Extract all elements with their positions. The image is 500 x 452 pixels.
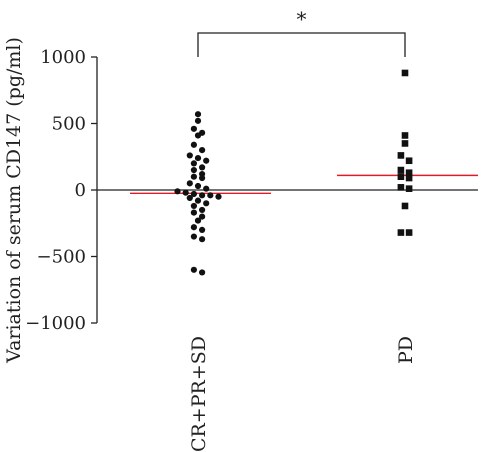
data-point-circle (190, 166, 197, 174)
data-point-square (397, 229, 405, 236)
data-point-circle (203, 157, 210, 164)
significance-bracket: * (197, 7, 406, 57)
data-point-square (397, 152, 405, 159)
data-point-circle (199, 174, 206, 182)
data-point-circle (194, 182, 202, 190)
data-point-circle (207, 192, 214, 199)
data-point-circle (190, 202, 197, 210)
y-tick-label: −1000 (25, 313, 86, 334)
data-point-circle (190, 190, 197, 198)
data-point-square (405, 185, 413, 192)
data-point-circle (186, 180, 193, 187)
data-point-circle (199, 226, 206, 233)
y-tick-label: 1000 (40, 47, 86, 68)
data-point-circle (194, 117, 202, 124)
data-point-circle (199, 213, 206, 220)
data-point-square (401, 140, 409, 147)
data-point-circle (190, 224, 197, 231)
data-point-circle (199, 147, 206, 154)
category-label: CR+PR+SD (188, 336, 210, 452)
data-point-circle (190, 209, 197, 216)
data-point-square (405, 229, 413, 236)
y-tick-label: −500 (37, 247, 86, 268)
data-point-circle (199, 164, 206, 171)
data-point-circle (203, 185, 210, 192)
data-point-square (401, 69, 409, 77)
data-point-circle (174, 188, 181, 195)
data-point-square (405, 174, 413, 182)
data-point-circle (199, 192, 206, 199)
data-point-square (401, 202, 409, 210)
data-point-circle (182, 189, 189, 196)
data-point-circle (190, 160, 197, 167)
data-point-circle (190, 173, 197, 180)
data-point-circle (199, 206, 206, 214)
significance-label: * (297, 7, 307, 31)
data-point-circle (194, 132, 202, 139)
data-point-circle (203, 200, 210, 207)
data-point-circle (199, 269, 206, 276)
y-axis-title: Variation of serum CD147 (pg/ml) (3, 37, 25, 364)
data-point-square (397, 173, 405, 180)
data-point-square (401, 132, 409, 139)
category-labels: CR+PR+SD PD (188, 336, 417, 452)
data-point-circle (194, 217, 202, 224)
data-point-square (405, 157, 413, 165)
data-point-circle (194, 111, 202, 118)
data-point-circle (190, 233, 197, 240)
data-point-circle (186, 152, 193, 159)
data-point-square (397, 166, 405, 174)
data-point-square (397, 184, 405, 191)
data-point-circle (194, 154, 202, 162)
data-point-circle (194, 197, 202, 204)
data-point-circle (186, 194, 193, 202)
data-point-circle (190, 125, 197, 132)
y-tick-label: 0 (75, 180, 86, 201)
significance-bracket-line (197, 32, 406, 57)
y-tick-label: 500 (52, 114, 86, 135)
category-label: PD (395, 336, 417, 364)
y-axis: 1000 500 0 −500 −1000 (25, 47, 98, 334)
data-points (174, 69, 413, 276)
data-point-circle (215, 193, 222, 200)
data-point-square (405, 169, 413, 177)
data-point-circle (190, 266, 197, 273)
data-point-circle (199, 236, 206, 243)
data-point-circle (190, 141, 197, 148)
